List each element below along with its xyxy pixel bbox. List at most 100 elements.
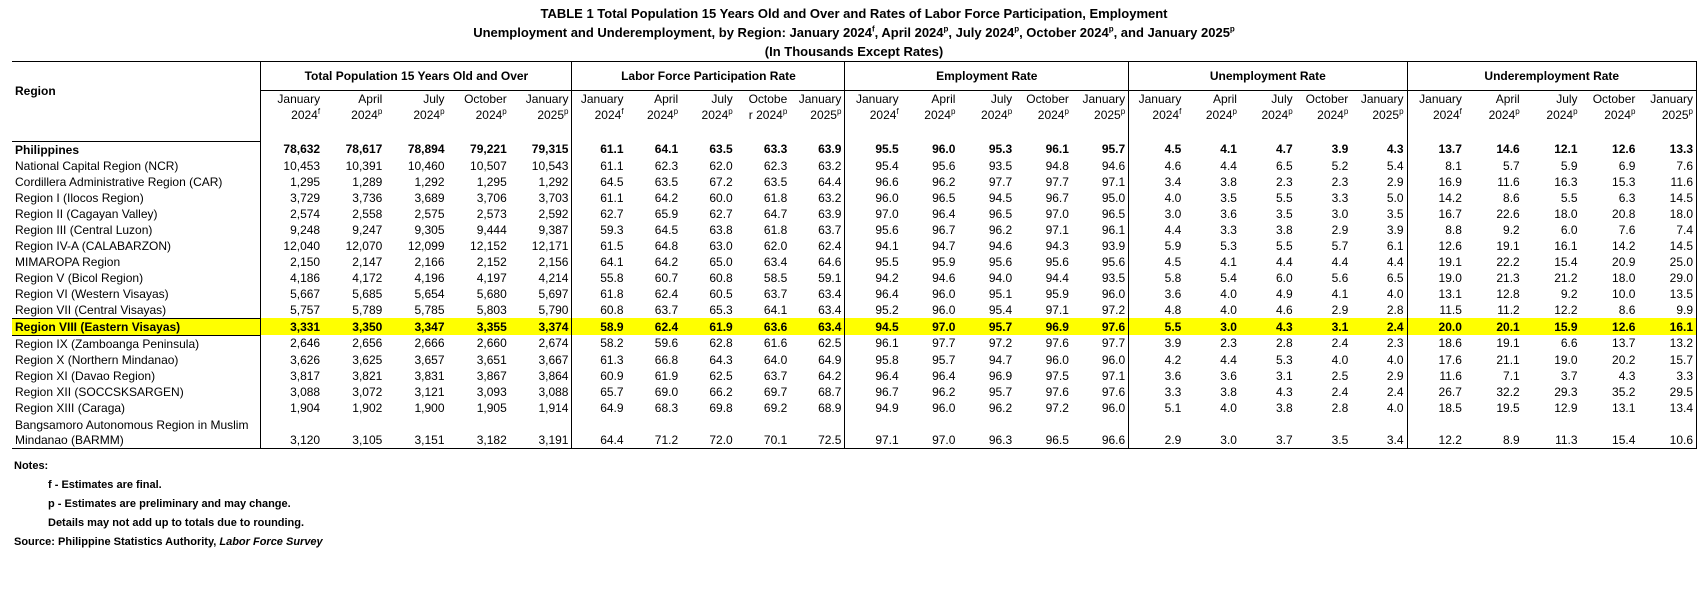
table-cell: 4.9 (1275, 286, 1293, 301)
table-cell: 97.0 (1045, 206, 1069, 221)
table-cell: 15.7 (1638, 351, 1698, 368)
header-gap (736, 125, 791, 141)
table-cell: 14.2 (1612, 238, 1636, 253)
note-rounding: Details may not add up to totals due to … (48, 516, 305, 529)
table-cell: 3,331 (260, 318, 324, 335)
source-prefix: Source: Philippine Statistics Authority, (14, 535, 220, 548)
note-preliminary: p - Estimates are preliminary and may ch… (48, 497, 291, 510)
period-month: October (1026, 92, 1069, 106)
table-cell: 63.9 (790, 205, 846, 222)
period-header: July 2024p (681, 91, 736, 126)
table-cell: 1,904 (290, 400, 321, 415)
period-year: 2024f (264, 107, 320, 123)
table-cell: 64.8 (654, 238, 679, 253)
period-header: January 2024f (845, 91, 902, 126)
table-cell: 35.2 (1612, 384, 1636, 399)
table-cell: 64.4 (790, 173, 846, 190)
table-cell: 94.4 (1045, 270, 1069, 285)
period-month: October (464, 92, 507, 106)
table-cell: 64.9 (600, 400, 624, 415)
table-cell: 9.2 (1560, 286, 1578, 301)
period-superscript: p (728, 107, 733, 116)
table-cell: 14.5 (1638, 237, 1698, 254)
table-cell: 2.4 (1351, 318, 1408, 335)
table-cell: 4.4 (1220, 352, 1237, 367)
period-superscript: p (502, 107, 507, 116)
table-cell: 64.2 (654, 190, 679, 205)
table-cell: 2,147 (352, 254, 383, 269)
title-text: , April 2024 (874, 25, 944, 40)
table-cell: 3.9 (1164, 336, 1182, 351)
period-month: July (1271, 92, 1293, 106)
period-year: 2024p (451, 107, 507, 123)
table-cell: 2,656 (352, 336, 383, 351)
table-row: Bangsamoro Autonomous Region in Muslim M… (12, 415, 1698, 449)
table-cell: 95.5 (875, 254, 899, 269)
table-cell: 6.0 (1275, 270, 1293, 285)
table-cell: 1,295 (290, 174, 321, 189)
header-gap (1071, 125, 1130, 141)
title-text: , and January 2025 (1113, 25, 1230, 40)
region-name: Cordillera Administrative Region (CAR) (12, 173, 262, 190)
period-month: July (1556, 92, 1578, 106)
region-name: Bangsamoro Autonomous Region in Muslim M… (12, 415, 262, 449)
table-cell: 4.4 (1331, 254, 1349, 269)
region-name: Region VII (Central Visayas) (12, 301, 262, 318)
table-cell: 3.0 (1331, 206, 1349, 221)
table-cell: 2.9 (1331, 302, 1349, 317)
period-year: 2024p (684, 107, 733, 123)
period-month: April (1212, 92, 1237, 106)
table-cell: 96.2 (988, 400, 1013, 415)
table-cell: 3.8 (1275, 400, 1293, 415)
table-cell: 94.2 (875, 270, 899, 285)
table-cell: 95.6 (875, 222, 899, 237)
table-cell: 11.6 (1439, 368, 1462, 383)
table-cell: 63.8 (709, 222, 733, 237)
table-cell: 12.9 (1554, 400, 1578, 415)
table-cell: 96.0 (932, 286, 956, 301)
table-cell: 4.4 (1275, 254, 1293, 269)
period-superscript: p (1399, 107, 1404, 116)
period-year-text: 2024 (1152, 108, 1180, 122)
table-cell: 4.6 (1164, 158, 1182, 173)
header-gap (902, 125, 959, 141)
table-cell: 94.7 (932, 238, 956, 253)
table-cell: 2.9 (1351, 367, 1408, 384)
table-cell: 11.2 (1497, 302, 1520, 317)
table-cell: 4.1 (1331, 286, 1349, 301)
header-gap (681, 125, 736, 141)
table-cell: 29.5 (1638, 383, 1698, 400)
table-cell: 95.7 (932, 352, 956, 367)
table-cell: 14.2 (1438, 190, 1462, 205)
table-cell: 3.3 (1164, 384, 1182, 399)
table-cell: 29.3 (1554, 384, 1578, 399)
table-cell: 11.3 (1522, 415, 1581, 449)
table-cell: 79,221 (470, 142, 507, 157)
period-year: 2024p (326, 107, 382, 123)
table-cell: 3,121 (414, 384, 445, 399)
period-year-text: 2024 (1205, 108, 1233, 122)
table-cell: 2.3 (1275, 174, 1293, 189)
table-cell: 96.0 (932, 302, 956, 317)
table-cell: 59.3 (600, 222, 624, 237)
table-cell: 6.9 (1618, 158, 1636, 173)
table-cell: 61.8 (763, 222, 788, 237)
table-cell: 5,757 (290, 302, 321, 317)
period-superscript: p (673, 107, 679, 116)
period-superscript: p (1007, 107, 1013, 116)
table-cell: 60.0 (709, 190, 733, 205)
table-cell: 96.4 (875, 286, 899, 301)
table-cell: 15.3 (1612, 174, 1636, 189)
table-cell: 60.7 (654, 270, 679, 285)
table-cell: 13.1 (1438, 286, 1462, 301)
table-cell: 9.9 (1638, 301, 1698, 318)
table-cell: 64.2 (790, 367, 846, 384)
table-cell: 5,697 (509, 285, 573, 302)
table-cell: 59.1 (790, 269, 846, 286)
table-cell: 95.7 (958, 318, 1016, 335)
table-cell: 2,660 (476, 336, 507, 351)
table-cell: 2,674 (509, 335, 573, 352)
table-cell: 3,667 (509, 351, 573, 368)
table-cell: 97.0 (901, 318, 959, 335)
table-cell: 4.3 (1618, 368, 1636, 383)
